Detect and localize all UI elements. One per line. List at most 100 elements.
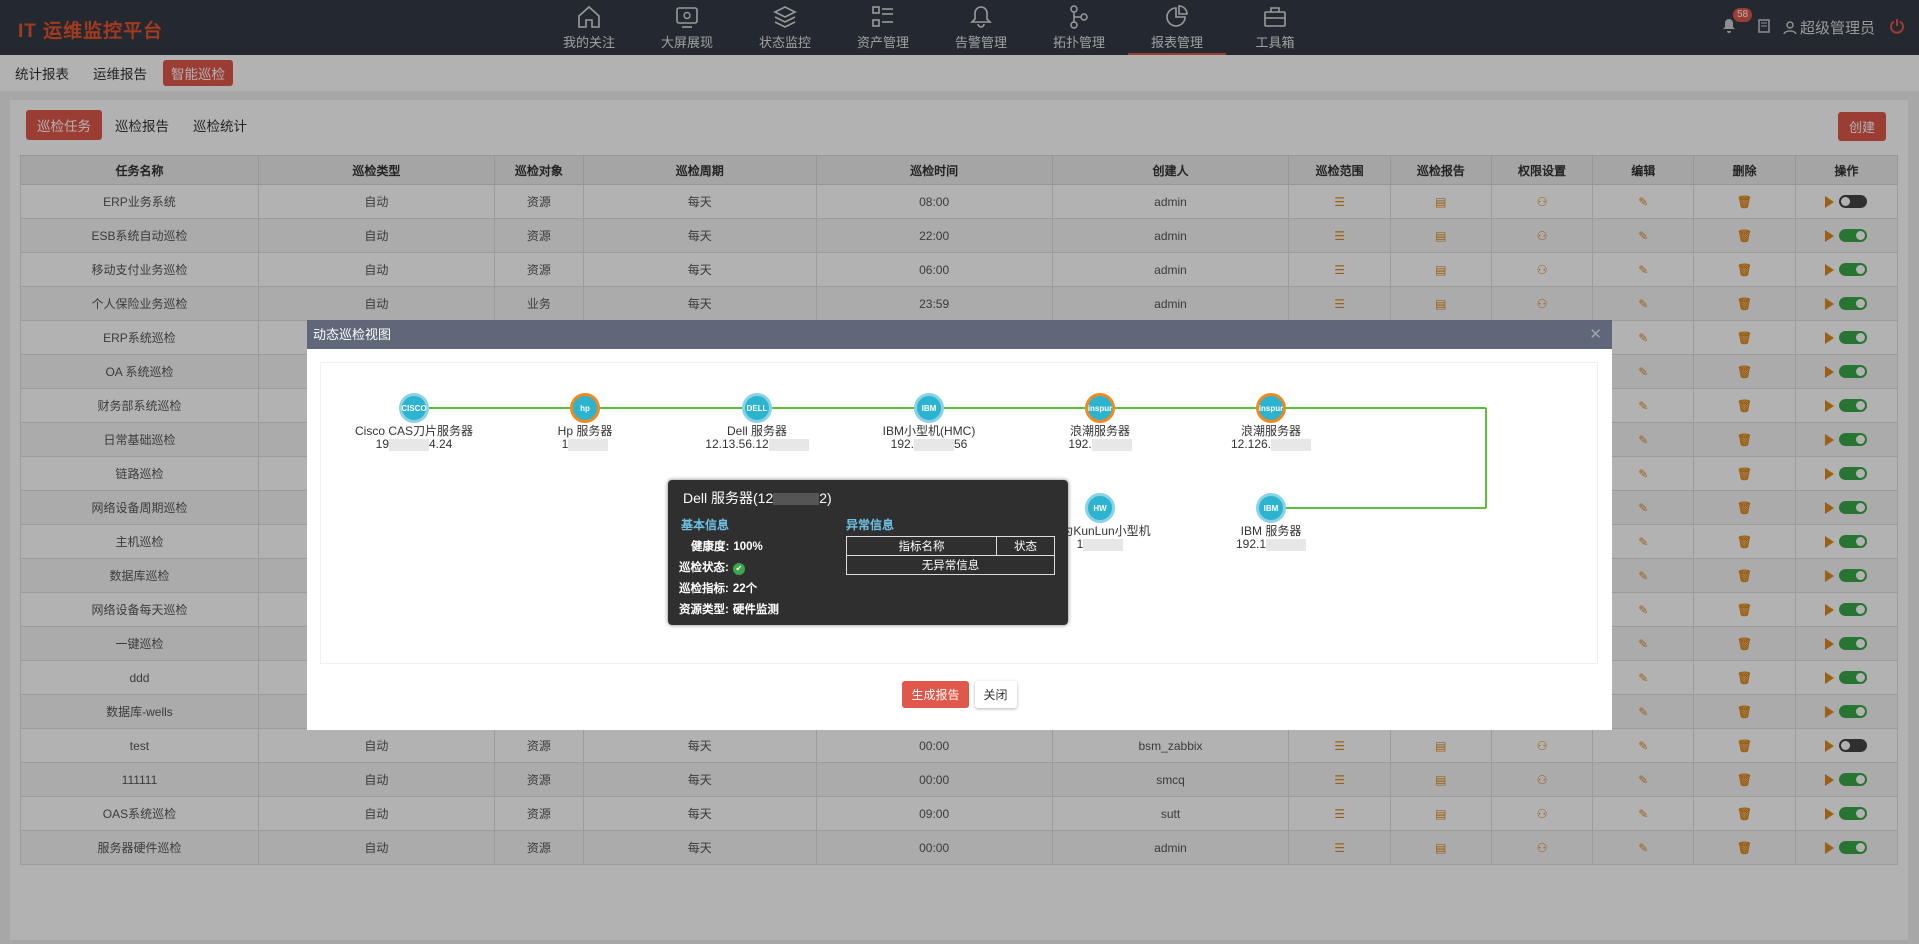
delete-icon[interactable]: 🗑 [1736, 534, 1753, 549]
edit-icon[interactable]: ✎ [1638, 602, 1649, 617]
close-button[interactable]: 关闭 [974, 681, 1017, 708]
edit-icon[interactable]: ✎ [1638, 296, 1649, 311]
enable-toggle[interactable] [1839, 365, 1868, 378]
run-play-icon[interactable] [1825, 501, 1835, 514]
permission-user-icon[interactable]: ⚇ [1536, 296, 1548, 311]
nav-item-7[interactable]: 工具箱 [1226, 0, 1324, 55]
edit-icon[interactable]: ✎ [1638, 738, 1649, 753]
run-play-icon[interactable] [1825, 841, 1835, 854]
edit-icon[interactable]: ✎ [1638, 330, 1649, 345]
delete-icon[interactable]: 🗑 [1736, 466, 1753, 481]
enable-toggle[interactable] [1839, 841, 1868, 854]
report-doc-icon[interactable]: ▤ [1435, 296, 1447, 311]
enable-toggle[interactable] [1839, 263, 1868, 276]
nav-item-1[interactable]: 大屏展现 [638, 0, 736, 55]
nav-item-3[interactable]: 资产管理 [834, 0, 932, 55]
permission-user-icon[interactable]: ⚇ [1536, 772, 1548, 787]
edit-icon[interactable]: ✎ [1638, 806, 1649, 821]
tab-1[interactable]: 巡检报告 [115, 119, 169, 134]
book-icon[interactable] [1757, 18, 1771, 37]
node-7-icon[interactable]: IBM [1256, 493, 1286, 523]
node-0-icon[interactable]: CISCO [399, 393, 429, 423]
scope-list-icon[interactable]: ☰ [1334, 194, 1345, 209]
run-play-icon[interactable] [1825, 399, 1835, 412]
power-icon[interactable] [1889, 18, 1905, 38]
run-play-icon[interactable] [1825, 705, 1835, 718]
tab-0[interactable]: 巡检任务 [26, 110, 102, 140]
edit-icon[interactable]: ✎ [1638, 670, 1649, 685]
permission-user-icon[interactable]: ⚇ [1536, 262, 1548, 277]
subnav-tab-0[interactable]: 统计报表 [15, 67, 69, 82]
run-play-icon[interactable] [1825, 739, 1835, 752]
nav-item-6[interactable]: 报表管理 [1128, 0, 1226, 55]
run-play-icon[interactable] [1825, 467, 1835, 480]
delete-icon[interactable]: 🗑 [1736, 840, 1753, 855]
delete-icon[interactable]: 🗑 [1736, 772, 1753, 787]
edit-icon[interactable]: ✎ [1638, 840, 1649, 855]
nav-item-0[interactable]: 我的关注 [540, 0, 638, 55]
scope-list-icon[interactable]: ☰ [1334, 262, 1345, 277]
enable-toggle[interactable] [1839, 399, 1868, 412]
enable-toggle[interactable] [1839, 569, 1868, 582]
enable-toggle[interactable] [1839, 501, 1868, 514]
node-6-icon[interactable]: HW [1085, 493, 1115, 523]
enable-toggle[interactable] [1839, 807, 1868, 820]
delete-icon[interactable]: 🗑 [1736, 602, 1753, 617]
nav-item-4[interactable]: 告警管理 [932, 0, 1030, 55]
node-2-icon[interactable]: DELL [742, 393, 772, 423]
run-play-icon[interactable] [1825, 433, 1835, 446]
permission-user-icon[interactable]: ⚇ [1536, 806, 1548, 821]
subnav-tab-2[interactable]: 智能巡检 [163, 60, 233, 86]
edit-icon[interactable]: ✎ [1638, 228, 1649, 243]
run-play-icon[interactable] [1825, 569, 1835, 582]
delete-icon[interactable]: 🗑 [1736, 330, 1753, 345]
notification-bell[interactable]: 58 [1721, 7, 1753, 38]
node-3-icon[interactable]: IBM [914, 393, 944, 423]
enable-toggle[interactable] [1839, 773, 1868, 786]
delete-icon[interactable]: 🗑 [1736, 194, 1753, 209]
run-play-icon[interactable] [1825, 807, 1835, 820]
subnav-tab-1[interactable]: 运维报告 [93, 67, 147, 82]
enable-toggle[interactable] [1839, 603, 1868, 616]
edit-icon[interactable]: ✎ [1638, 772, 1649, 787]
close-icon[interactable]: ✕ [1589, 326, 1602, 343]
scope-list-icon[interactable]: ☰ [1334, 296, 1345, 311]
delete-icon[interactable]: 🗑 [1736, 398, 1753, 413]
run-play-icon[interactable] [1825, 331, 1835, 344]
delete-icon[interactable]: 🗑 [1736, 636, 1753, 651]
user-menu[interactable]: 超级管理员 [1783, 17, 1875, 38]
delete-icon[interactable]: 🗑 [1736, 262, 1753, 277]
edit-icon[interactable]: ✎ [1638, 364, 1649, 379]
node-1-icon[interactable]: hp [570, 393, 600, 423]
edit-icon[interactable]: ✎ [1638, 534, 1649, 549]
run-play-icon[interactable] [1825, 671, 1835, 684]
edit-icon[interactable]: ✎ [1638, 398, 1649, 413]
run-play-icon[interactable] [1825, 229, 1835, 242]
report-doc-icon[interactable]: ▤ [1435, 806, 1447, 821]
report-doc-icon[interactable]: ▤ [1435, 840, 1447, 855]
scope-list-icon[interactable]: ☰ [1334, 772, 1345, 787]
nav-item-2[interactable]: 状态监控 [736, 0, 834, 55]
node-4-icon[interactable]: inspur [1085, 393, 1115, 423]
delete-icon[interactable]: 🗑 [1736, 738, 1753, 753]
enable-toggle[interactable] [1839, 535, 1868, 548]
enable-toggle[interactable] [1839, 671, 1868, 684]
run-play-icon[interactable] [1825, 773, 1835, 786]
scope-list-icon[interactable]: ☰ [1334, 806, 1345, 821]
enable-toggle[interactable] [1839, 297, 1868, 310]
edit-icon[interactable]: ✎ [1638, 636, 1649, 651]
report-doc-icon[interactable]: ▤ [1435, 194, 1447, 209]
delete-icon[interactable]: 🗑 [1736, 228, 1753, 243]
enable-toggle[interactable] [1839, 637, 1868, 650]
edit-icon[interactable]: ✎ [1638, 568, 1649, 583]
enable-toggle[interactable] [1839, 739, 1868, 752]
report-doc-icon[interactable]: ▤ [1435, 738, 1447, 753]
report-doc-icon[interactable]: ▤ [1435, 772, 1447, 787]
scope-list-icon[interactable]: ☰ [1334, 840, 1345, 855]
run-play-icon[interactable] [1825, 263, 1835, 276]
run-play-icon[interactable] [1825, 535, 1835, 548]
edit-icon[interactable]: ✎ [1638, 704, 1649, 719]
run-play-icon[interactable] [1825, 603, 1835, 616]
nav-item-5[interactable]: 拓扑管理 [1030, 0, 1128, 55]
permission-user-icon[interactable]: ⚇ [1536, 840, 1548, 855]
